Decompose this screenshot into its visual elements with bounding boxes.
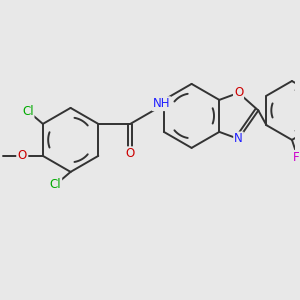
Text: Cl: Cl <box>22 105 34 118</box>
Text: O: O <box>234 86 243 99</box>
Text: O: O <box>126 147 135 160</box>
Text: N: N <box>234 132 243 146</box>
Text: Cl: Cl <box>50 178 61 191</box>
Text: F: F <box>293 151 299 164</box>
Text: O: O <box>17 149 26 162</box>
Text: NH: NH <box>153 97 170 110</box>
